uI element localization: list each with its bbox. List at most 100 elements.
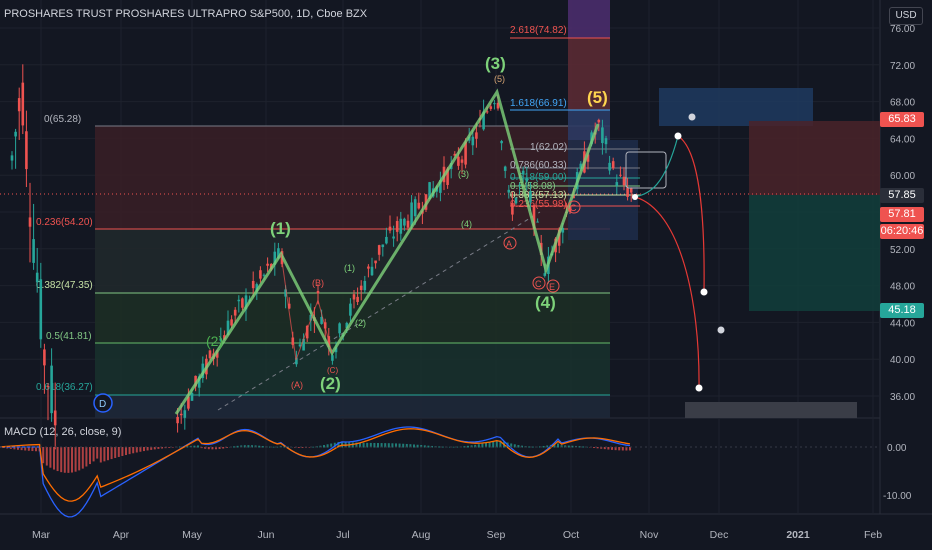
candle-body <box>176 416 179 424</box>
macd-bar <box>517 445 520 448</box>
macd-bar <box>9 447 12 449</box>
candle-body <box>305 325 309 339</box>
time-tick-label: May <box>182 529 203 541</box>
macd-bar <box>495 440 498 448</box>
macd-bar <box>276 446 279 448</box>
fib-label-0382: 0.382(47.35) <box>36 280 93 291</box>
candle-body <box>359 285 363 291</box>
time-tick-label: Mar <box>32 529 51 541</box>
candle-body <box>291 337 295 345</box>
projection-node-top[interactable] <box>674 132 682 140</box>
bear-projection-path-2[interactable] <box>634 196 700 389</box>
candlesticks[interactable] <box>10 64 633 450</box>
d-marker-icon[interactable] <box>93 393 113 413</box>
macd-bar <box>139 447 142 452</box>
macd-bar <box>143 447 145 452</box>
fib-label-0: 0(65.28) <box>44 114 81 125</box>
macd-bar <box>150 447 153 450</box>
candle-body <box>298 344 302 347</box>
time-tick-label: Apr <box>113 529 130 541</box>
fib-retracement[interactable]: 0(65.28) 0.236(54.20) 0.382(47.35) 0.5(4… <box>36 114 610 418</box>
macd-bar <box>24 447 27 451</box>
wave-label-3: (3) <box>485 54 506 73</box>
macd-bar <box>398 443 401 448</box>
macd-bar <box>13 447 16 450</box>
short-position-profit-zone[interactable] <box>749 195 880 311</box>
macd-bar <box>607 447 610 450</box>
macd-bar <box>564 445 567 448</box>
macd-bar <box>63 447 66 473</box>
price-tick-label: 68.00 <box>890 98 915 109</box>
candle-body <box>464 141 467 165</box>
elliott-wave-path[interactable] <box>174 88 600 415</box>
candle-body <box>403 218 406 226</box>
candle-body <box>17 98 21 112</box>
bear-projection-path-1[interactable] <box>677 135 705 293</box>
macd-bar <box>236 445 239 448</box>
candle-body <box>349 303 352 316</box>
macd-bar <box>135 447 138 453</box>
macd-bar <box>218 447 221 449</box>
candle-body <box>392 236 395 239</box>
clock-icon[interactable] <box>688 113 696 121</box>
candle-body <box>356 296 359 302</box>
candle-body <box>266 263 269 266</box>
wave-label-2: (2) <box>320 374 341 393</box>
candle-body <box>460 159 464 163</box>
time-tick-label: Jun <box>258 529 275 541</box>
macd-bar <box>560 445 563 448</box>
projection-node-start[interactable] <box>632 194 638 200</box>
candle-body <box>316 291 320 294</box>
macd-bar <box>197 445 199 448</box>
corr-label-a: (A) <box>291 380 303 390</box>
projection-node-low[interactable] <box>695 384 703 392</box>
macd-bar <box>157 447 160 449</box>
projection-box-grey[interactable] <box>685 402 857 418</box>
macd-bar <box>521 445 523 448</box>
wave-sub-label-5: (5) <box>494 74 505 84</box>
projection-box-blue[interactable] <box>659 88 813 126</box>
candle-body <box>28 217 32 227</box>
candle-body <box>489 106 493 109</box>
macd-bar <box>420 445 423 448</box>
macd-bar <box>193 445 196 448</box>
macd-bar <box>567 445 570 448</box>
candle-body <box>385 236 388 244</box>
short-position-risk-zone[interactable] <box>749 121 880 195</box>
macd-bar <box>323 445 325 448</box>
macd-bar <box>413 444 415 448</box>
macd-bar <box>380 443 383 448</box>
macd-bar <box>391 443 394 448</box>
macd-bar <box>488 442 491 448</box>
macd-bar <box>168 447 171 448</box>
candle-body <box>374 260 377 264</box>
currency-button[interactable]: USD <box>889 7 923 25</box>
candle-body <box>215 350 219 358</box>
macd-bar <box>308 447 311 448</box>
sub-label-3: (3) <box>458 169 469 179</box>
macd-bar <box>283 446 286 448</box>
circle-label-c-text: C <box>535 279 542 289</box>
price-tick-label: 72.00 <box>890 61 915 72</box>
corr-label-b: (B) <box>312 278 324 288</box>
macd-bar <box>582 446 585 448</box>
macd-bar <box>45 447 48 466</box>
macd-bar <box>27 447 30 451</box>
candle-body <box>381 244 385 248</box>
bull-projection-path[interactable] <box>632 135 679 198</box>
candle-body <box>608 162 611 171</box>
candle-body <box>50 365 53 414</box>
macd-pane[interactable] <box>0 418 880 514</box>
projection-node-mid[interactable] <box>700 288 708 296</box>
clock-icon-2[interactable] <box>717 326 725 334</box>
candle-body <box>295 357 298 365</box>
macd-bar <box>467 445 469 448</box>
time-axis[interactable]: Mar Apr May Jun Jul Aug Sep Oct Nov Dec 2021 Feb <box>32 529 882 541</box>
fib-zone-below <box>95 395 610 418</box>
corr-label-c: (C) <box>327 366 338 375</box>
time-tick-label: Dec <box>710 529 729 541</box>
candle-body <box>190 392 194 401</box>
macd-bar <box>470 445 473 448</box>
candle-body <box>395 221 399 232</box>
